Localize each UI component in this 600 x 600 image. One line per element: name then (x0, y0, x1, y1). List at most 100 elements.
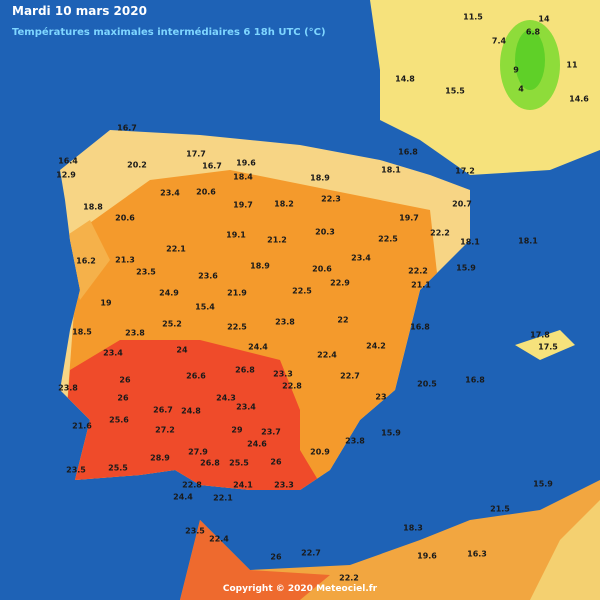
station-value: 26.7 (153, 406, 173, 415)
station-value: 21.6 (72, 422, 92, 431)
station-value: 21.9 (227, 289, 247, 298)
station-value: 15.5 (445, 87, 465, 96)
zone-coast (60, 220, 110, 300)
station-value: 23.5 (66, 466, 86, 475)
station-value: 21.2 (267, 236, 287, 245)
station-value: 22.1 (213, 494, 233, 503)
station-value: 17.5 (538, 343, 558, 352)
station-value: 19 (100, 299, 112, 308)
station-value: 18.5 (72, 328, 92, 337)
station-value: 17.2 (455, 167, 475, 176)
station-value: 16.8 (410, 323, 430, 332)
station-value: 18.9 (310, 174, 330, 183)
station-value: 19.6 (417, 552, 437, 561)
station-value: 14.8 (395, 75, 415, 84)
station-value: 18.1 (381, 166, 401, 175)
africa (180, 480, 600, 600)
station-value: 24.9 (159, 289, 179, 298)
station-value: 15.9 (533, 480, 553, 489)
station-value: 11.5 (463, 13, 483, 22)
station-value: 24.2 (366, 342, 386, 351)
station-value: 22.4 (209, 535, 229, 544)
africa-hot (180, 520, 330, 600)
station-value: 24.3 (216, 394, 236, 403)
title: Mardi 10 mars 2020 (12, 4, 147, 18)
station-value: 20.5 (417, 380, 437, 389)
africa-mild (530, 500, 600, 600)
station-value: 16.7 (202, 162, 222, 171)
balearic (515, 330, 575, 360)
station-value: 16.4 (58, 157, 78, 166)
station-value: 27.2 (155, 426, 175, 435)
station-value: 22.9 (330, 279, 350, 288)
station-value: 24.8 (181, 407, 201, 416)
station-value: 27.9 (188, 448, 208, 457)
station-value: 7.4 (492, 37, 507, 46)
station-value: 18.3 (403, 524, 423, 533)
station-value: 22 (337, 316, 348, 325)
station-value: 20.6 (115, 214, 135, 223)
station-value: 12.9 (56, 171, 76, 180)
station-value: 19.1 (226, 231, 246, 240)
station-value: 16.3 (467, 550, 487, 559)
station-value: 17.8 (530, 331, 550, 340)
station-value: 9 (513, 66, 519, 75)
station-value: 23.4 (351, 254, 371, 263)
station-value: 18.1 (460, 238, 480, 247)
station-value: 19.7 (233, 201, 253, 210)
station-value: 23.4 (103, 349, 123, 358)
station-value: 25.5 (229, 459, 249, 468)
station-value: 22.1 (166, 245, 186, 254)
station-value: 22.4 (317, 351, 337, 360)
station-value: 6.8 (526, 28, 541, 37)
station-value: 14 (538, 15, 550, 24)
station-value: 14.6 (569, 95, 589, 104)
station-value: 23.8 (275, 318, 295, 327)
station-value: 29 (231, 426, 243, 435)
stations: 16.7 16.4 12.9 20.2 17.7 19.6 16.7 18.4 18.9 18.1… (56, 13, 589, 583)
station-value: 26.8 (200, 459, 220, 468)
station-value: 15.9 (381, 429, 401, 438)
station-value: 23.8 (125, 329, 145, 338)
station-value: 23.8 (58, 384, 78, 393)
station-value: 25.2 (162, 320, 182, 329)
station-value: 23.4 (160, 189, 180, 198)
station-value: 23.6 (198, 272, 218, 281)
cool-core (515, 30, 545, 90)
station-value: 26 (119, 376, 131, 385)
station-value: 24 (176, 346, 188, 355)
station-value: 24.6 (247, 440, 267, 449)
station-value: 16.8 (398, 148, 418, 157)
station-value: 20.7 (452, 200, 472, 209)
station-value: 22.8 (182, 481, 202, 490)
station-value: 22.2 (408, 267, 428, 276)
station-value: 23.3 (274, 481, 294, 490)
station-value: 22.2 (339, 574, 359, 583)
station-value: 21.1 (411, 281, 431, 290)
station-value: 18.1 (518, 237, 538, 246)
station-value: 16.8 (465, 376, 485, 385)
station-value: 18.2 (274, 200, 294, 209)
station-value: 17.7 (186, 150, 206, 159)
station-value: 26 (117, 394, 129, 403)
station-value: 24.1 (233, 481, 253, 490)
station-value: 23.4 (236, 403, 256, 412)
station-value: 23.8 (345, 437, 365, 446)
station-value: 18.8 (83, 203, 103, 212)
station-value: 4 (518, 85, 524, 94)
station-value: 19.6 (236, 159, 256, 168)
station-value: 21.3 (115, 256, 135, 265)
station-value: 25.6 (109, 416, 129, 425)
station-value: 26.8 (235, 366, 255, 375)
station-value: 26 (270, 553, 282, 562)
station-value: 20.6 (312, 265, 332, 274)
station-value: 23.5 (185, 527, 205, 536)
station-value: 22.8 (282, 382, 302, 391)
station-value: 16.7 (117, 124, 137, 133)
station-value: 15.9 (456, 264, 476, 273)
station-value: 28.9 (150, 454, 170, 463)
station-value: 22.2 (430, 229, 450, 238)
station-value: 23.5 (136, 268, 156, 277)
station-value: 16.2 (76, 257, 96, 266)
